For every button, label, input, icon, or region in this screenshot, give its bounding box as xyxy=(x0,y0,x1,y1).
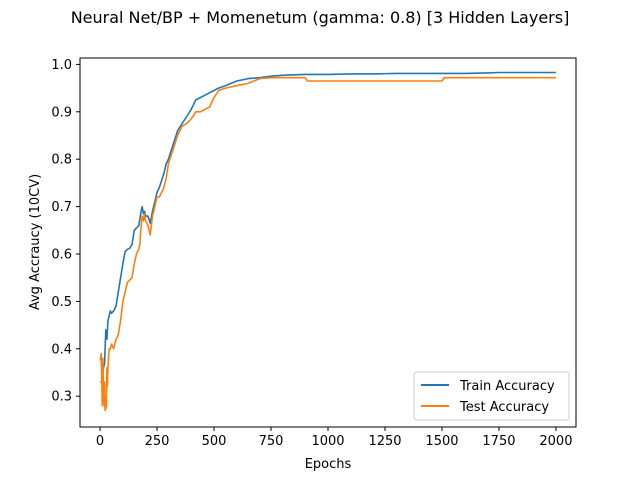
x-tick-label: 1250 xyxy=(368,434,401,449)
y-axis-ticks: 0.3 0.4 0.5 0.6 0.7 0.8 0.9 1.0 xyxy=(51,58,80,405)
y-tick-label: 0.9 xyxy=(51,105,72,120)
x-tick-label: 0 xyxy=(96,434,104,449)
x-tick-label: 750 xyxy=(259,434,284,449)
y-tick-label: 1.0 xyxy=(51,58,72,73)
x-tick-label: 2000 xyxy=(539,434,572,449)
x-axis-title: Epochs xyxy=(305,457,352,472)
y-tick-label: 0.4 xyxy=(51,342,72,357)
series-line-test xyxy=(99,76,556,412)
y-tick-label: 0.3 xyxy=(51,390,72,405)
x-tick-label: 250 xyxy=(145,434,170,449)
x-tick-label: 1500 xyxy=(425,434,458,449)
legend-box xyxy=(413,371,570,421)
plot-area: 0 250 500 750 1000 1250 1500 1750 2000 0.3 0.4 0.5… xyxy=(51,57,577,449)
y-axis-title: Avg Accraucy (10CV) xyxy=(28,174,43,310)
y-tick-label: 0.8 xyxy=(51,153,72,168)
y-tick-label: 0.6 xyxy=(51,247,72,262)
legend-label-train: Train Accuracy xyxy=(459,379,555,394)
y-tick-label: 0.5 xyxy=(51,295,72,310)
x-tick-label: 500 xyxy=(202,434,227,449)
y-tick-label: 0.7 xyxy=(51,200,72,215)
series-layer xyxy=(99,71,556,412)
legend: Train Accuracy Test Accuracy xyxy=(413,371,570,421)
legend-label-test: Test Accuracy xyxy=(459,400,549,415)
x-tick-label: 1000 xyxy=(311,434,344,449)
series-line-train xyxy=(100,71,556,383)
chart-title: Neural Net/BP + Momenetum (gamma: 0.8) [… xyxy=(71,8,570,27)
x-tick-label: 1750 xyxy=(482,434,515,449)
x-axis-ticks: 0 250 500 750 1000 1250 1500 1750 2000 xyxy=(96,427,572,449)
